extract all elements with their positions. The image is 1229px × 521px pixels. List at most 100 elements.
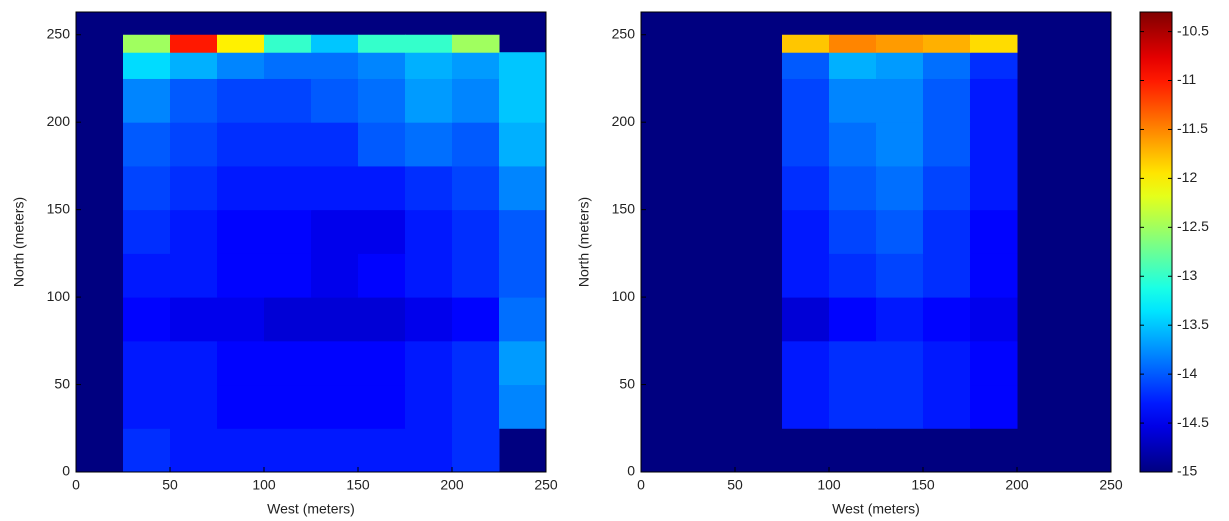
colorbar-tick-label: -13 xyxy=(1177,267,1197,283)
heatmap-cell xyxy=(923,52,971,79)
heatmap-cell xyxy=(217,384,265,429)
heatmap-cell xyxy=(264,34,312,53)
heatmap-cell xyxy=(452,340,500,386)
y-axis-label: North (meters) xyxy=(11,197,27,287)
axes-box xyxy=(640,11,1112,473)
colorbar-tick-label: -12 xyxy=(1177,169,1197,185)
heatmap-cell xyxy=(170,253,218,298)
heatmap-cell xyxy=(876,34,924,53)
heatmap-cell xyxy=(264,52,312,79)
heatmap-cell xyxy=(452,52,500,79)
heatmap-cell xyxy=(782,209,830,254)
colorbar-tick-label: -14.5 xyxy=(1177,414,1209,430)
heatmap-cell xyxy=(499,78,547,123)
heatmap-cell xyxy=(123,297,171,342)
heatmap-cell xyxy=(311,253,359,298)
heatmap-cell xyxy=(782,34,830,53)
heatmap-cell xyxy=(970,209,1018,254)
heatmap-cell xyxy=(829,34,877,53)
heatmap-cell xyxy=(499,209,547,254)
heatmap-cell xyxy=(829,52,877,79)
heatmap-cell xyxy=(452,428,500,473)
heatmap-cell xyxy=(358,122,406,167)
heatmap-cell xyxy=(358,52,406,79)
heatmap-cell xyxy=(405,253,453,298)
heatmap-cell xyxy=(829,122,877,167)
heatmap-cell xyxy=(923,340,971,386)
heatmap-cell xyxy=(170,34,218,53)
heatmap-cell xyxy=(311,384,359,429)
heatmap-cell xyxy=(405,340,453,386)
heatmap-cell xyxy=(829,340,877,386)
heatmap-cell xyxy=(217,428,265,473)
heatmap-cell xyxy=(970,165,1018,211)
heatmap-cell xyxy=(311,428,359,473)
heatmap-cell xyxy=(452,34,500,53)
heatmap-cell xyxy=(170,428,218,473)
heatmap-cell xyxy=(217,52,265,79)
heatmap-cell xyxy=(170,165,218,211)
colorbar-tick-label: -15 xyxy=(1177,463,1197,479)
heatmap-cell xyxy=(170,209,218,254)
heatmap-cell xyxy=(311,34,359,53)
heatmap-cell xyxy=(217,340,265,386)
heatmap-cell xyxy=(311,340,359,386)
heatmap-cell xyxy=(876,384,924,429)
colorbar-tick-label: -12.5 xyxy=(1177,218,1209,234)
heatmap-cell xyxy=(358,165,406,211)
heatmap-cell xyxy=(405,122,453,167)
heatmap-cell xyxy=(311,209,359,254)
x-axis-label: West (meters) xyxy=(832,501,920,517)
heatmap-cell xyxy=(358,209,406,254)
heatmap-cell xyxy=(311,78,359,123)
heatmap-cell xyxy=(123,34,171,53)
colorbar-tick-label: -13.5 xyxy=(1177,316,1209,332)
heatmap-cell xyxy=(829,384,877,429)
x-tick-label: 150 xyxy=(911,477,935,493)
axes-box xyxy=(75,11,547,473)
heatmap-cell xyxy=(358,297,406,342)
heatmap-cell xyxy=(923,122,971,167)
heatmap-cell xyxy=(876,209,924,254)
heatmap-cell xyxy=(923,78,971,123)
heatmap-cell xyxy=(217,253,265,298)
heatmap-cell xyxy=(264,122,312,167)
heatmap-cell xyxy=(876,340,924,386)
heatmap-cell xyxy=(217,165,265,211)
heatmap-cell xyxy=(358,34,406,53)
heatmap-cell xyxy=(782,122,830,167)
heatmap-cell xyxy=(829,209,877,254)
heatmap-cell xyxy=(452,297,500,342)
x-tick-label: 150 xyxy=(346,477,370,493)
heatmap-cell xyxy=(264,297,312,342)
x-tick-label: 100 xyxy=(817,477,841,493)
heatmap-cell xyxy=(358,78,406,123)
heatmap-cell xyxy=(170,340,218,386)
heatmap-cell xyxy=(970,78,1018,123)
heatmap-cell xyxy=(358,384,406,429)
heatmap-cell xyxy=(876,253,924,298)
heatmap-cell xyxy=(170,122,218,167)
heatmap-cell xyxy=(405,34,453,53)
heatmap-cell xyxy=(358,253,406,298)
colorbar-tick-label: -14 xyxy=(1177,365,1197,381)
heatmap-cell xyxy=(876,78,924,123)
heatmap-cell xyxy=(405,384,453,429)
heatmap-cell xyxy=(264,209,312,254)
heatmap-cell xyxy=(311,165,359,211)
heatmap-cell xyxy=(923,297,971,342)
heatmap-cell xyxy=(264,428,312,473)
colorbar-tick-label: -11 xyxy=(1177,71,1196,87)
heatmap-cell xyxy=(405,297,453,342)
x-tick-label: 200 xyxy=(1005,477,1029,493)
heatmap-cell xyxy=(499,122,547,167)
heatmap-cell xyxy=(311,122,359,167)
heatmap-cell xyxy=(876,297,924,342)
heatmap-cell xyxy=(264,165,312,211)
x-tick-label: 200 xyxy=(440,477,464,493)
heatmap-cell xyxy=(782,253,830,298)
x-axis-label: West (meters) xyxy=(267,501,355,517)
heatmap-cell xyxy=(876,122,924,167)
heatmap-cell xyxy=(452,384,500,429)
